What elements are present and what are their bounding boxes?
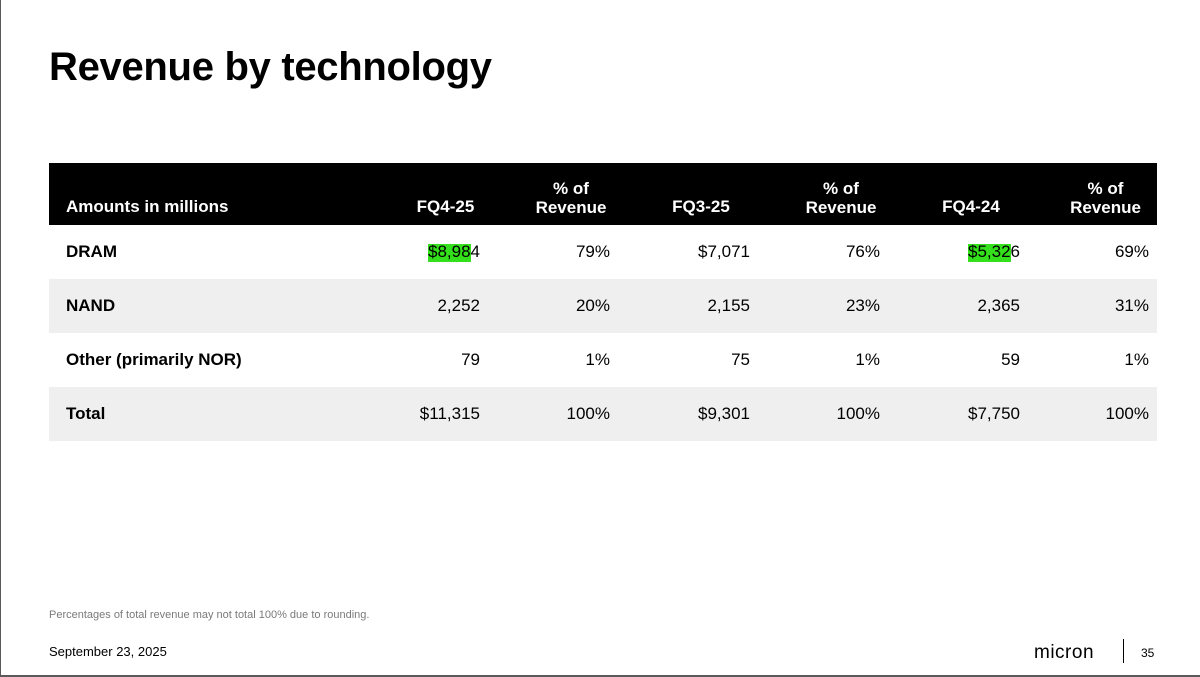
cell-fq4-24: 59 <box>1001 350 1020 369</box>
row-label: DRAM <box>66 242 117 261</box>
page-title: Revenue by technology <box>49 45 492 89</box>
cell-fq4-24: $7,750 <box>968 404 1020 423</box>
header-amounts: Amounts in millions <box>66 197 229 216</box>
cell-pct-3: 100% <box>1105 404 1149 423</box>
highlighted-value: $5,326 <box>968 242 1020 262</box>
slide-left-border <box>0 0 1 677</box>
row-label: Other (primarily NOR) <box>66 350 242 369</box>
cell-pct-1: 20% <box>575 296 610 315</box>
table-row-other: Other (primarily NOR) 79 1% 75 1% 59 1% <box>49 333 1157 387</box>
cell-fq4-24: 2,365 <box>977 296 1020 315</box>
cell-pct-2: 100% <box>836 404 880 423</box>
header-fq4-25: FQ4-25 <box>416 197 475 216</box>
table-header-row: Amounts in millions FQ4-25 % of Revenue … <box>49 163 1157 225</box>
table-row-dram: DRAM $8,984 79% $7,071 76% $5,326 69% <box>49 225 1157 279</box>
slide-bottom-border <box>0 675 1200 677</box>
table-row-total: Total $11,315 100% $9,301 100% $7,750 10… <box>49 387 1157 441</box>
highlighted-value: $8,984 <box>428 242 480 262</box>
cell-fq3-25: $9,301 <box>698 404 750 423</box>
footer-divider <box>1123 639 1124 663</box>
cell-fq4-24: $5,326 <box>880 242 1020 262</box>
header-pct-revenue-1: % of Revenue <box>535 179 607 217</box>
cell-fq3-25: 2,155 <box>707 296 750 315</box>
cell-pct-2: 76% <box>845 242 880 261</box>
footnote: Percentages of total revenue may not tot… <box>49 609 370 621</box>
slide-date: September 23, 2025 <box>49 644 167 659</box>
cell-fq4-25: 2,252 <box>437 296 480 315</box>
header-fq3-25: FQ3-25 <box>672 197 730 216</box>
header-pct-revenue-2: % of Revenue <box>805 179 877 217</box>
cell-pct-3: 31% <box>1114 296 1149 315</box>
cell-pct-3: 1% <box>1124 350 1149 369</box>
cell-fq4-25: 79 <box>461 350 480 369</box>
page-number: 35 <box>1141 646 1155 660</box>
cell-fq4-25: $11,315 <box>419 404 480 423</box>
cell-pct-1: 100% <box>566 404 610 423</box>
cell-fq3-25: $7,071 <box>698 242 750 261</box>
cell-pct-1: 79% <box>575 242 610 261</box>
cell-fq3-25: 75 <box>731 350 750 369</box>
cell-pct-1: 1% <box>585 350 610 369</box>
micron-logo: micron <box>1034 642 1095 663</box>
header-pct-revenue-3: % of Revenue <box>1070 179 1141 217</box>
header-fq4-24: FQ4-24 <box>942 197 1000 216</box>
cell-pct-2: 1% <box>855 350 880 369</box>
cell-pct-2: 23% <box>845 296 880 315</box>
revenue-table: Amounts in millions FQ4-25 % of Revenue … <box>49 163 1157 441</box>
row-label: NAND <box>66 296 116 315</box>
table-row-nand: NAND 2,252 20% 2,155 23% 2,365 31% <box>49 279 1157 333</box>
cell-pct-3: 69% <box>1114 242 1149 261</box>
row-label: Total <box>66 404 106 423</box>
cell-fq4-25: $8,984 <box>369 242 480 262</box>
